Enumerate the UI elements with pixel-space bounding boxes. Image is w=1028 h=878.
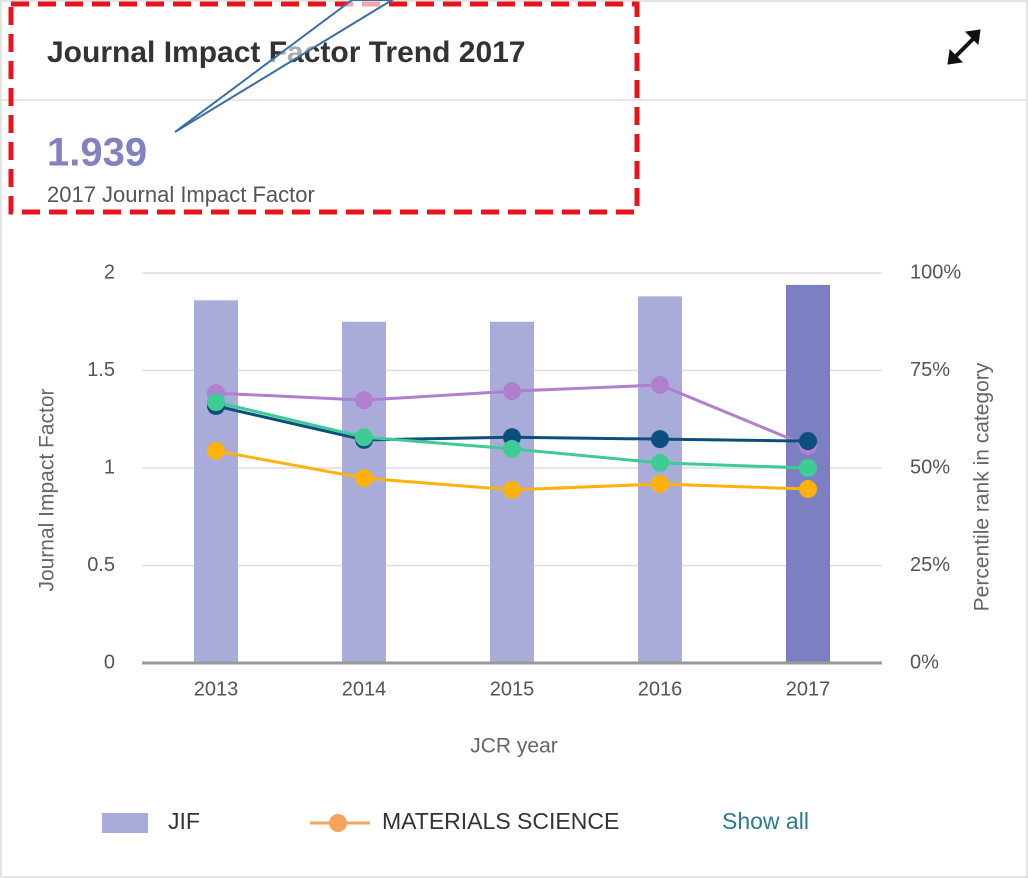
callout-pointer bbox=[174, 0, 394, 133]
line-marker bbox=[503, 439, 521, 458]
highlight-box bbox=[8, 1, 640, 215]
line-marker bbox=[799, 459, 817, 477]
y2-tick-label: 50% bbox=[910, 456, 950, 478]
show-all-link[interactable]: Show all bbox=[722, 808, 809, 834]
y2-axis-title: Percentile rank in category bbox=[971, 362, 994, 611]
legend-label: MATERIALS SCIENCE bbox=[382, 808, 619, 834]
legend-swatch bbox=[102, 813, 148, 833]
jif-caption: 2017 Journal Impact Factor bbox=[47, 182, 315, 207]
line-marker bbox=[651, 430, 669, 449]
line-marker bbox=[503, 382, 521, 401]
y2-tick-label: 100% bbox=[910, 261, 961, 283]
line-marker bbox=[503, 480, 521, 499]
line-marker bbox=[799, 480, 817, 499]
line-marker bbox=[799, 432, 817, 451]
line-marker bbox=[355, 391, 373, 410]
line-marker bbox=[355, 469, 373, 488]
y-tick-label: 0 bbox=[104, 651, 115, 673]
expand-icon[interactable] bbox=[947, 29, 981, 65]
y2-tick-label: 75% bbox=[910, 359, 950, 381]
x-tick-label: 2015 bbox=[490, 678, 535, 700]
line-marker bbox=[355, 428, 373, 447]
line-marker bbox=[207, 393, 225, 412]
x-tick-label: 2013 bbox=[194, 678, 239, 700]
y2-tick-label: 25% bbox=[910, 554, 950, 576]
x-axis-title: JCR year bbox=[470, 735, 558, 758]
y-tick-label: 1.5 bbox=[87, 359, 115, 381]
y-tick-label: 1 bbox=[104, 456, 115, 478]
legend-marker bbox=[329, 814, 347, 832]
bar bbox=[342, 321, 386, 663]
y-tick-label: 2 bbox=[104, 261, 115, 283]
jif-value: 1.939 bbox=[47, 131, 147, 175]
x-tick-label: 2016 bbox=[638, 678, 683, 700]
x-tick-label: 2014 bbox=[342, 678, 387, 700]
y-tick-label: 0.5 bbox=[87, 554, 115, 576]
plot: 0 0.5 1 1.5 2 0% 25% 50% 75% 100% 2013 2014 2015 2016… bbox=[87, 261, 961, 700]
legend-label: JIF bbox=[168, 808, 200, 834]
x-tick-label: 2017 bbox=[786, 678, 831, 700]
line-marker bbox=[651, 453, 669, 472]
bar bbox=[194, 300, 238, 663]
line-marker bbox=[207, 441, 225, 460]
legend: JIF MATERIALS SCIENCE bbox=[102, 808, 619, 834]
y2-tick-label: 0% bbox=[910, 651, 939, 673]
line-marker bbox=[651, 375, 669, 394]
line-marker bbox=[651, 474, 669, 493]
y-axis-title: Journal Impact Factor bbox=[36, 388, 59, 591]
